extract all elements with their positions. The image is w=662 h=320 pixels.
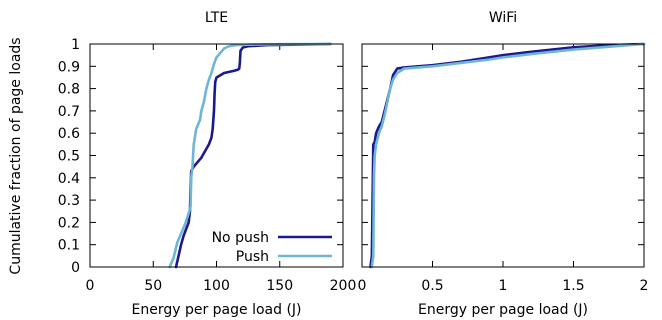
- shared-y-axis-title: Cumulative fraction of page loads: [8, 37, 24, 274]
- y-tick-label: 0.5: [58, 149, 80, 165]
- legend-label: No push: [212, 230, 269, 246]
- x-tick-label: 2: [640, 278, 649, 294]
- series-line-no-push: [369, 42, 646, 269]
- x-tick-label: 150: [266, 278, 293, 294]
- x-tick-label: 50: [144, 278, 162, 294]
- chart-panel-lte: LTE 0 50 100 150 200 0 0.1 0.2 0.3 0.4 0.5 0.6 0.7 0.8…: [58, 10, 357, 318]
- y-tick-label: 0.6: [58, 126, 80, 142]
- series-line-no-push: [174, 42, 332, 269]
- legend: No push Push: [212, 230, 332, 265]
- x-tick-label: 200: [330, 278, 357, 294]
- y-tick-label: 0.9: [58, 59, 80, 75]
- x-axis-title: Energy per page load (J): [418, 302, 588, 318]
- y-tick-label: 0.4: [58, 171, 80, 187]
- panel-title: LTE: [205, 10, 228, 26]
- x-tick-label: 0.5: [421, 278, 443, 294]
- x-tick-label: 0: [358, 278, 367, 294]
- x-tick-label: 100: [203, 278, 230, 294]
- series-line-push: [168, 42, 332, 269]
- y-tick-label: 0.3: [58, 193, 80, 209]
- legend-label: Push: [236, 249, 269, 265]
- y-tick-label: 0.8: [58, 82, 80, 98]
- x-tick-label: 1.5: [562, 278, 584, 294]
- y-tick-label: 1: [71, 37, 80, 53]
- plot-frame: [89, 43, 344, 268]
- series-line-push: [370, 42, 646, 269]
- y-tick-label: 0.2: [58, 215, 80, 231]
- y-tick-label: 0: [71, 260, 80, 276]
- plot-frame: [361, 43, 645, 268]
- y-tick-label: 0.7: [58, 104, 80, 120]
- chart-panel-wifi: WiFi 0 0.5 1 1.5 2 Energy per page load (J): [358, 10, 649, 318]
- x-axis-title: Energy per page load (J): [131, 302, 301, 318]
- x-tick-label: 1: [499, 278, 508, 294]
- panel-title: WiFi: [489, 10, 517, 26]
- y-tick-label: 0.1: [58, 238, 80, 254]
- x-tick-label: 0: [86, 278, 95, 294]
